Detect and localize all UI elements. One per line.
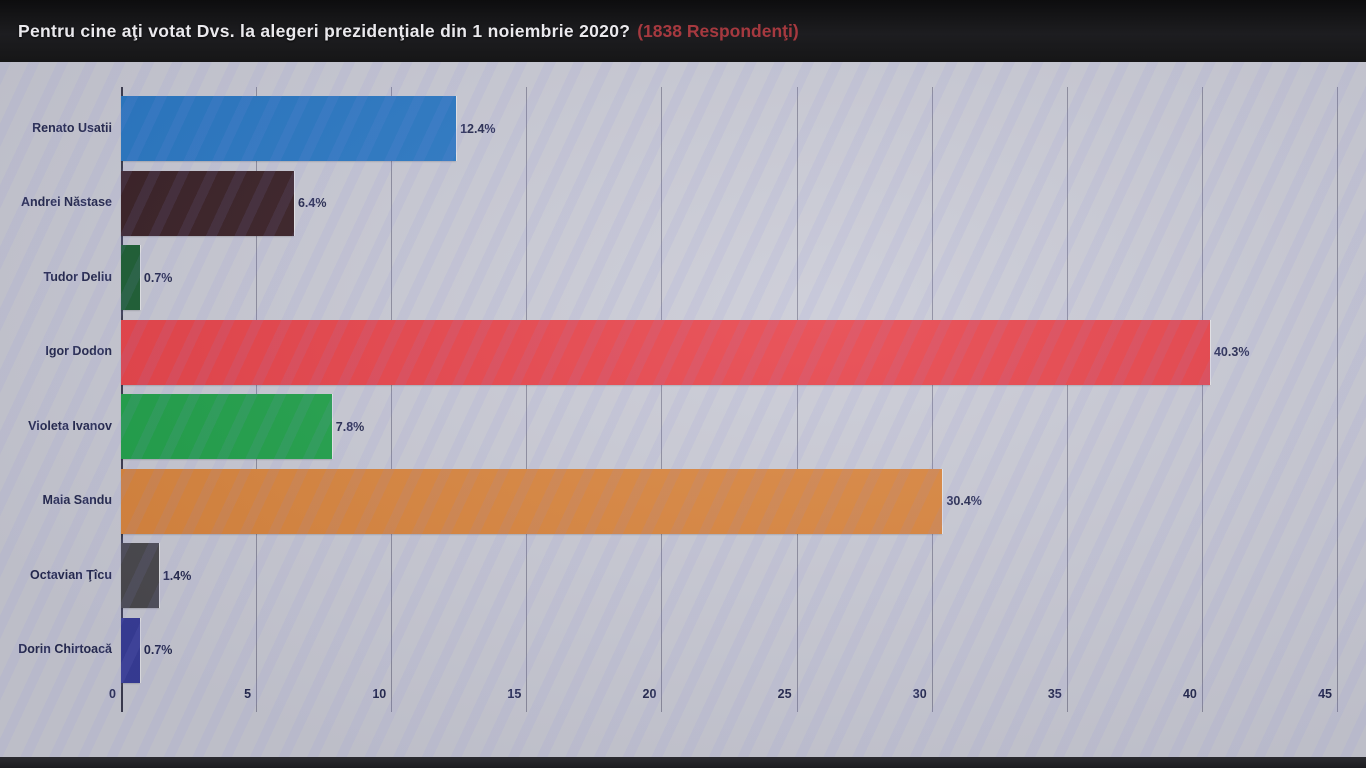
gridline-x-40 [1201,87,1203,712]
category-label: Renato Usatii [32,120,112,135]
x-tick-label-40: 40 [1182,687,1197,701]
value-label: 0.7% [143,270,173,285]
x-tick-label-35: 35 [1047,687,1062,701]
bar-row: Octavian Ţîcu 1.4% [30,543,1337,608]
bar [121,245,140,310]
gridline-x-25 [796,87,798,712]
bar [121,543,159,608]
x-tick-label-10: 10 [372,687,387,701]
category-label: Octavian Ţîcu [30,567,112,582]
x-tick-label-5: 5 [244,687,252,701]
x-tick-label-15: 15 [507,687,522,701]
bar [121,319,1210,385]
page-title: Pentru cine aţi votat Dvs. la alegeri pr… [18,20,631,41]
bar-row: Maia Sandu 30.4% [43,468,1337,534]
x-tick-label-20: 20 [642,687,657,701]
bar-row: Andrei Năstase 6.4% [21,170,1337,236]
value-label: 12.4% [460,121,496,136]
bar-row: Renato Usatii 12.4% [32,96,1337,161]
x-tick-label-25: 25 [777,687,792,701]
respondents-count: (1838 Respondenţi) [637,20,799,41]
value-label: 1.4% [162,568,192,583]
bar [121,468,943,534]
category-label: Violeta Ivanov [28,418,112,433]
bar-rows: Renato Usatii 12.4% Andrei Năstase 6.4% Tudo… [18,96,1337,692]
question-header-bar: Pentru cine aţi votat Dvs. la alegeri pr… [0,0,1366,62]
category-label: Maia Sandu [42,493,112,508]
gridline-x-20 [661,87,663,712]
chart-background: 0 5 10 15 20 25 30 35 40 45 Renato Usatii 12.4% And… [0,62,1366,757]
category-label: Igor Dodon [45,344,112,359]
category-label: Dorin Chirtoacă [18,642,112,657]
bar [121,394,332,459]
gridline-x-10 [391,87,393,712]
bar-row: Igor Dodon 40.3% [45,319,1337,385]
x-tick-label-0: 0 [109,687,116,701]
category-label: Andrei Năstase [20,195,112,210]
value-label: 6.4% [297,196,327,210]
bar [121,96,457,161]
value-label: 0.7% [143,643,173,657]
value-label: 30.4% [946,494,982,508]
x-tick-label-30: 30 [912,687,927,701]
value-label: 40.3% [1213,345,1250,359]
bar [121,617,140,683]
bar-row: Dorin Chirtoacă 0.7% [18,617,1337,683]
gridline-x-35 [1066,87,1068,712]
x-tick-label-45: 45 [1318,687,1332,701]
category-label: Tudor Deliu [43,269,112,284]
bar-chart-plot-area: 0 5 10 15 20 25 30 35 40 45 Renato Usatii 12.4% And… [18,87,1338,712]
bar-row: Tudor Deliu 0.7% [43,245,1337,310]
bar-row: Violeta Ivanov 7.8% [28,394,1337,459]
bottom-letterbox-strip [0,757,1366,768]
gridline-x-30 [931,87,933,712]
value-label: 7.8% [335,419,365,434]
gridline-x-45 [1337,87,1338,712]
bar [121,170,294,236]
gridline-x-15 [526,87,528,712]
